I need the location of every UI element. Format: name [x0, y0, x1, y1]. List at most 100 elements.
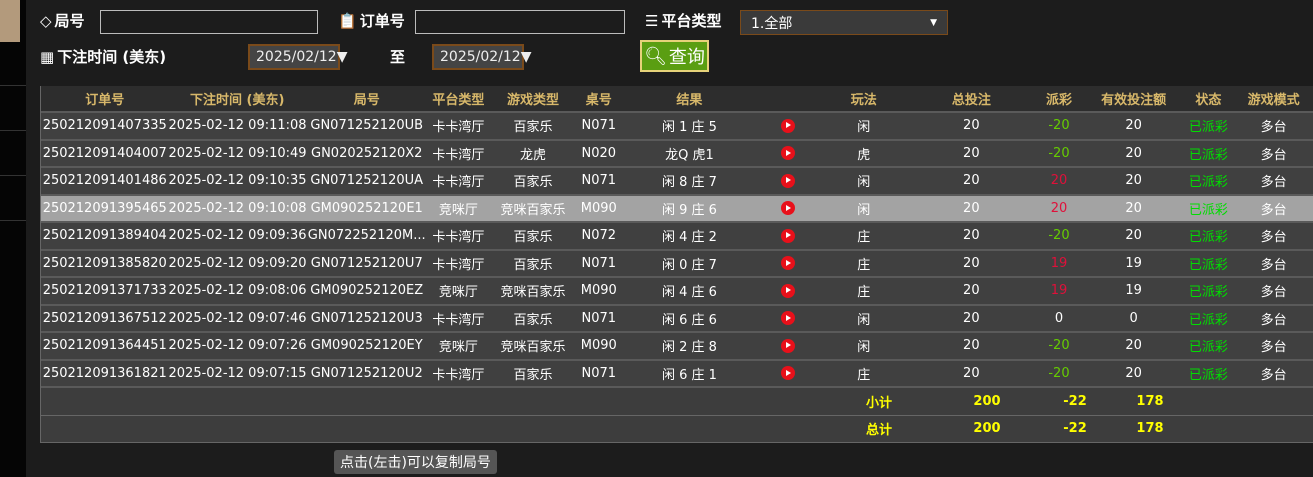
cell[interactable]: GN071252120U7	[310, 255, 423, 271]
cell: 2025-02-12 09:09:36	[168, 228, 306, 244]
cell[interactable]: GN072252120M...	[307, 228, 426, 244]
server-icon: ☰	[645, 11, 659, 30]
cell: 250212091385820	[42, 255, 167, 271]
cell[interactable]: GM090252120EY	[310, 338, 423, 354]
cell: 闲	[857, 175, 871, 191]
cell: 闲 1 庄 5	[661, 120, 717, 136]
cell: 竞咪百家乐	[500, 340, 566, 356]
play-video-icon[interactable]	[781, 228, 796, 243]
cell: 20	[963, 200, 980, 216]
column-header[interactable]: 总投注	[951, 93, 991, 108]
column-header[interactable]: 桌号	[585, 93, 612, 108]
round-input[interactable]	[100, 10, 318, 34]
table-row[interactable]: 250212091385820 2025-02-12 09:09:20 GN0712…	[41, 250, 1313, 278]
cell: -20	[1048, 365, 1070, 381]
cell: 2025-02-12 09:11:08	[168, 118, 306, 134]
play-cell	[758, 118, 818, 133]
table-row[interactable]: 250212091389404 2025-02-12 09:09:36 GN0722…	[41, 223, 1313, 251]
play-video-icon[interactable]	[781, 146, 796, 161]
cell: 19	[1125, 283, 1142, 299]
play-video-icon[interactable]	[781, 173, 796, 188]
cell: 虎	[857, 147, 871, 163]
cell: -20	[1048, 228, 1070, 244]
column-header[interactable]: 订单号	[85, 93, 125, 108]
table-row[interactable]: 250212091401486 2025-02-12 09:10:35 GN0712…	[41, 168, 1313, 196]
cell: 250212091367512	[42, 310, 167, 326]
cell: 闲	[857, 340, 871, 356]
cell: 20	[1125, 200, 1142, 216]
sidebar-tab[interactable]	[0, 0, 20, 42]
column-header[interactable]: 游戏模式	[1247, 93, 1300, 108]
table-row[interactable]: 250212091364451 2025-02-12 09:07:26 GM0902…	[41, 333, 1313, 361]
play-cell	[758, 201, 818, 216]
play-video-icon[interactable]	[781, 256, 796, 271]
cell: 2025-02-12 09:08:06	[168, 283, 306, 299]
cell: 百家乐	[513, 175, 553, 191]
tag-icon: ◇	[40, 11, 52, 30]
cell: 百家乐	[513, 257, 553, 273]
play-video-icon[interactable]	[781, 118, 796, 133]
column-header[interactable]: 有效投注额	[1101, 93, 1167, 108]
column-header[interactable]: 状态	[1195, 93, 1222, 108]
cell[interactable]: GN071252120U2	[310, 365, 423, 381]
column-header[interactable]: 派彩	[1045, 93, 1072, 108]
play-video-icon[interactable]	[781, 366, 796, 381]
query-button[interactable]: 🔍︎ 查询	[640, 40, 709, 72]
cell: 龙虎	[520, 147, 547, 163]
cell: 已派彩	[1188, 230, 1228, 246]
cell: 20	[963, 118, 980, 134]
play-video-icon[interactable]	[781, 201, 796, 216]
cell[interactable]: GN071252120UB	[310, 118, 424, 134]
order-input[interactable]	[415, 10, 625, 34]
cell: 19	[1050, 283, 1068, 299]
subtotal-label: 小计	[865, 395, 892, 411]
date-from[interactable]: 2025/02/12▼	[248, 44, 347, 70]
table-row[interactable]: 250212091404007 2025-02-12 09:10:49 GN0202…	[41, 140, 1313, 168]
cell: 闲 4 庄 2	[661, 230, 717, 246]
platform-select[interactable]: 1.全部 ▼	[740, 10, 948, 35]
table-row[interactable]: 250212091407335 2025-02-12 09:11:08 GN0712…	[41, 113, 1313, 141]
table-row[interactable]: 250212091361821 2025-02-12 09:07:15 GN0712…	[41, 360, 1313, 388]
cell: 闲 0 庄 7	[661, 257, 717, 273]
round-label: ◇ 局号	[40, 11, 85, 31]
cell: 闲 9 庄 6	[661, 202, 717, 218]
cell: 20	[1125, 365, 1142, 381]
cell: 多台	[1260, 340, 1287, 356]
cell[interactable]: GN071252120UA	[310, 173, 424, 189]
cell: 20	[963, 338, 980, 354]
cell[interactable]: GM090252120EZ	[310, 283, 424, 299]
play-video-icon[interactable]	[781, 283, 796, 298]
cell: 20	[1125, 228, 1142, 244]
cell: 卡卡湾厅	[432, 312, 485, 328]
play-video-icon[interactable]	[781, 338, 796, 353]
column-header[interactable]: 玩法	[850, 93, 877, 108]
cell[interactable]: GM090252120E1	[310, 200, 423, 216]
cell: M090	[580, 338, 617, 354]
cell: 20	[963, 145, 980, 161]
cell: 多台	[1260, 120, 1287, 136]
cell: 多台	[1260, 285, 1287, 301]
column-header[interactable]: 结果	[676, 93, 703, 108]
column-header[interactable]: 平台类型	[432, 93, 485, 108]
cell: M090	[580, 200, 617, 216]
play-video-icon[interactable]	[781, 311, 796, 326]
cell[interactable]: GN071252120U3	[310, 310, 423, 326]
date-to[interactable]: 2025/02/12▼	[432, 44, 531, 70]
cell: 20	[963, 283, 980, 299]
cell: 卡卡湾厅	[432, 257, 485, 273]
cell: 卡卡湾厅	[432, 230, 485, 246]
cell: 20	[963, 310, 980, 326]
cell: 竞咪厅	[438, 202, 478, 218]
column-header[interactable]: 下注时间 (美东)	[190, 93, 285, 108]
column-header[interactable]: 游戏类型	[507, 93, 560, 108]
table-row[interactable]: 250212091395465 2025-02-12 09:10:08 GM0902…	[41, 195, 1313, 223]
cell: 闲 2 庄 8	[661, 340, 717, 356]
cell: 庄	[857, 367, 871, 383]
cell: 2025-02-12 09:10:35	[168, 173, 306, 189]
column-header[interactable]: 局号	[353, 93, 380, 108]
cell: 多台	[1260, 202, 1287, 218]
cell[interactable]: GN020252120X2	[311, 145, 423, 161]
table-row[interactable]: 250212091371733 2025-02-12 09:08:06 GM0902…	[41, 278, 1313, 306]
play-cell	[758, 366, 818, 381]
table-row[interactable]: 250212091367512 2025-02-12 09:07:46 GN0712…	[41, 305, 1313, 333]
